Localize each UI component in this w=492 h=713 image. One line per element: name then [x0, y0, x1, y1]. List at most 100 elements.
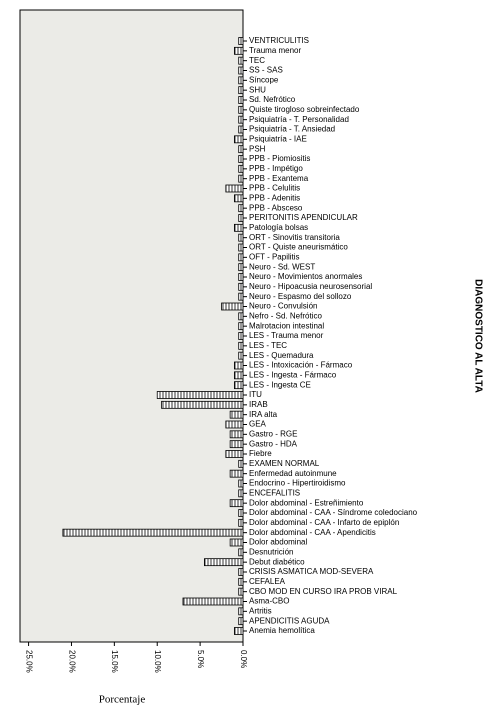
y-tick-label: Sd. Nefrótico: [249, 95, 296, 104]
x-axis-title: Porcentaje: [99, 694, 146, 706]
y-tick-label: Psiquiatría - IAE: [249, 134, 307, 143]
bar: [234, 194, 244, 203]
y-tick-label: CBO MOD EN CURSO IRA PROB VIRAL: [249, 587, 398, 596]
y-tick-label: IRAB: [249, 400, 268, 409]
bar: [238, 105, 244, 114]
y-tick-label: Dolor abdominal - Estreñimiento: [249, 498, 364, 507]
bar: [234, 135, 244, 144]
y-tick-label: ITU: [249, 390, 262, 399]
bar: [238, 607, 244, 616]
y-tick-label: EXAMEN NORMAL: [249, 459, 320, 468]
bar: [225, 450, 244, 458]
bar: [238, 115, 244, 124]
y-tick-label: Neuro - Movimientos anormales: [249, 272, 362, 281]
y-tick-label: Anemia hemolítica: [249, 626, 315, 635]
y-tick-label: CEFALEA: [249, 577, 286, 586]
y-tick-label: Trauma menor: [249, 46, 302, 55]
bar: [238, 253, 244, 262]
y-tick-label: Nefro - Sd. Nefrótico: [249, 311, 322, 320]
y-tick-label: Neuro - Sd. WEST: [249, 262, 315, 271]
y-tick-label: PPB - Celulitis: [249, 184, 300, 193]
y-tick-label: VENTRICULITIS: [249, 36, 309, 45]
bar: [238, 568, 244, 576]
y-tick-label: LES - Ingesta - Fármaco: [249, 370, 337, 379]
y-tick-label: ORT - Quiste aneurismático: [249, 243, 348, 252]
bar: [238, 164, 244, 173]
y-tick-label: PERITONITIS APENDICULAR: [249, 213, 358, 222]
y-tick-label: PSH: [249, 144, 266, 153]
y-tick-label: LES - TEC: [249, 341, 287, 350]
y-tick-label: Quiste tirogloso sobreinfectado: [249, 105, 360, 114]
bar: [234, 381, 244, 390]
bar: [238, 617, 244, 626]
bar: [234, 361, 244, 370]
y-tick-label: TEC: [249, 56, 265, 65]
bar: [238, 577, 244, 586]
y-tick-label: CRISIS ASMATICA MOD-SEVERA: [249, 567, 374, 576]
y-tick-label: Dolor abdominal - CAA - Síndrome coledoc…: [249, 508, 418, 517]
bar: [238, 37, 244, 45]
bar: [238, 509, 244, 517]
bar: [234, 223, 244, 232]
y-tick-label: Endocrino - Hipertiroidismo: [249, 479, 346, 488]
y-tick-label: APENDICITIS AGUDA: [249, 616, 330, 625]
bar: [234, 627, 244, 635]
y-tick-label: ENCEFALITIS: [249, 488, 300, 497]
y-tick-label: Dolor abdominal - CAA - Apendicitis: [249, 528, 376, 537]
bar: [204, 558, 244, 567]
bar: [238, 214, 244, 222]
bar: [238, 145, 244, 154]
y-tick-label: LES - Quemadura: [249, 351, 314, 360]
bar: [238, 86, 244, 95]
y-tick-label: Patología bolsas: [249, 223, 308, 232]
bar: [238, 233, 244, 242]
bar: [238, 322, 244, 331]
bar: [62, 528, 244, 537]
y-tick-label: SHU: [249, 85, 266, 94]
y-tick-label: LES - Intoxicación - Fármaco: [249, 361, 353, 370]
bar: [225, 184, 244, 193]
bar: [238, 332, 244, 340]
y-tick-label: ORT - Sinovitis transitoria: [249, 233, 340, 242]
y-tick-label: Malrotacion intestinal: [249, 321, 324, 330]
y-tick-label: PPB - Adenitis: [249, 193, 300, 202]
bar: [229, 538, 244, 547]
y-tick-label: Dolor abdominal - CAA - Infarto de epipl…: [249, 518, 399, 527]
bar: [161, 400, 244, 409]
x-tick-label: 0.0%: [239, 650, 248, 668]
y-tick-label: Desnutrición: [249, 547, 293, 556]
bar: [238, 548, 244, 557]
y-tick-label: Neuro - Convulsión: [249, 302, 317, 311]
bar: [229, 410, 244, 419]
y-tick-label: Dolor abdominal: [249, 538, 307, 547]
bar: [238, 459, 244, 468]
y-tick-label: Psiquiatría - T. Ansiedad: [249, 125, 335, 134]
y-tick-label: Asma-CBO: [249, 597, 289, 606]
y-tick-label: SS - SAS: [249, 66, 283, 75]
y-tick-label: PPB - Impétigo: [249, 164, 303, 173]
bar: [238, 292, 244, 301]
bar: [238, 263, 244, 272]
bar: [238, 96, 244, 104]
y-tick-label: Neuro - Espasmo del sollozo: [249, 292, 352, 301]
bar: [238, 282, 244, 291]
bar: [225, 420, 244, 429]
y-tick-label: PPB - Absceso: [249, 203, 303, 212]
bar: [238, 243, 244, 252]
bar: [238, 312, 244, 321]
bar: [238, 125, 244, 134]
bar: [238, 479, 244, 488]
y-tick-label: Síncope: [249, 75, 279, 84]
bar: [238, 174, 244, 183]
y-tick-label: LES - Ingesta CE: [249, 380, 311, 389]
y-tick-label: LES - Trauma menor: [249, 331, 324, 340]
y-tick-label: PPB - Exantema: [249, 174, 309, 183]
x-tick-label: 15.0%: [110, 650, 119, 673]
y-tick-label: GEA: [249, 420, 267, 429]
y-tick-label: Fiebre: [249, 449, 272, 458]
y-tick-label: Neuro - Hipoacusia neurosensorial: [249, 282, 372, 291]
x-tick-label: 20.0%: [67, 650, 76, 673]
y-tick-label: Debut diabético: [249, 557, 305, 566]
x-tick-label: 5.0%: [196, 650, 205, 668]
